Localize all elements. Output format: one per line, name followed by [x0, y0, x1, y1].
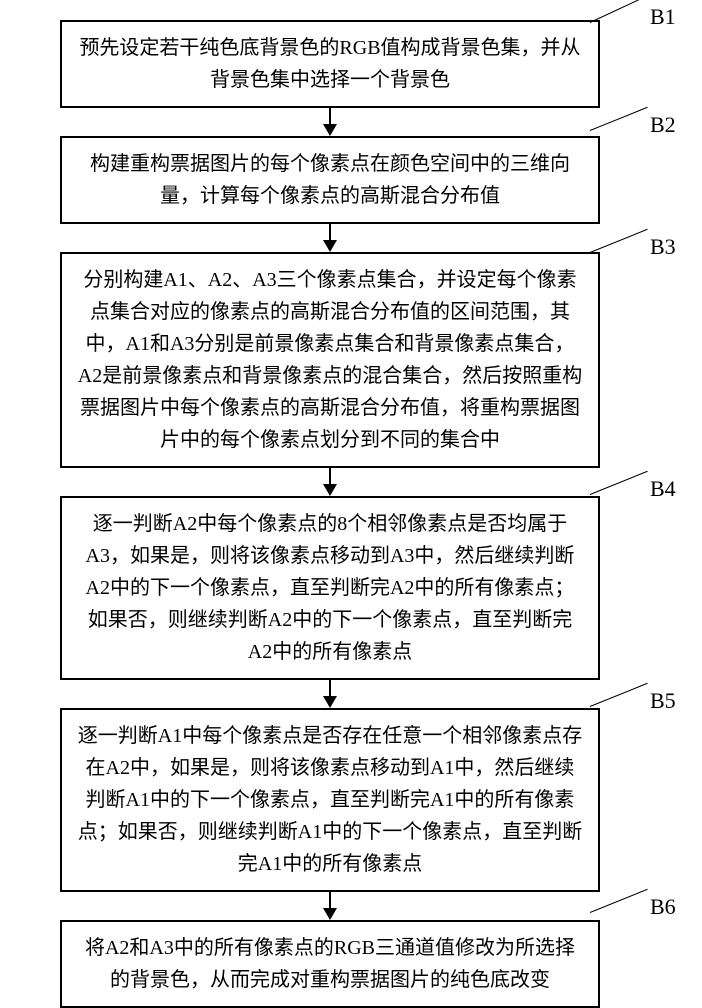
step-b3: 分别构建A1、A2、A3三个像素点集合，并设定每个像素点集合对应的像素点的高斯混…	[60, 252, 600, 468]
arrow-b1-b2	[323, 108, 337, 136]
arrow-b2-b3	[323, 224, 337, 252]
step-b6-text: 将A2和A3中的所有像素点的RGB三通道值修改为所选择的背景色，从而完成对重构票…	[85, 937, 575, 991]
label-b2: B2	[650, 112, 676, 138]
step-b3-text: 分别构建A1、A2、A3三个像素点集合，并设定每个像素点集合对应的像素点的高斯混…	[78, 269, 582, 451]
step-b2-text: 构建重构票据图片的每个像素点在颜色空间中的三维向量，计算每个像素点的高斯混合分布…	[90, 153, 570, 207]
label-b5: B5	[650, 688, 676, 714]
arrow-b4-b5	[323, 680, 337, 708]
label-b6: B6	[650, 894, 676, 920]
label-b1: B1	[650, 4, 676, 30]
step-b1-text: 预先设定若干纯色底背景色的RGB值构成背景色集，并从背景色集中选择一个背景色	[79, 37, 580, 91]
step-b2: 构建重构票据图片的每个像素点在颜色空间中的三维向量，计算每个像素点的高斯混合分布…	[60, 136, 600, 224]
step-b1: 预先设定若干纯色底背景色的RGB值构成背景色集，并从背景色集中选择一个背景色	[60, 20, 600, 108]
step-b4: 逐一判断A2中每个像素点的8个相邻像素点是否均属于A3，如果是，则将该像素点移动…	[60, 496, 600, 680]
arrow-b3-b4	[323, 468, 337, 496]
step-b6: 将A2和A3中的所有像素点的RGB三通道值修改为所选择的背景色，从而完成对重构票…	[60, 920, 600, 1008]
step-b4-text: 逐一判断A2中每个像素点的8个相邻像素点是否均属于A3，如果是，则将该像素点移动…	[86, 513, 575, 663]
flowchart-container: 预先设定若干纯色底背景色的RGB值构成背景色集，并从背景色集中选择一个背景色 构…	[50, 20, 610, 1008]
label-b3: B3	[650, 234, 676, 260]
step-b5-text: 逐一判断A1中每个像素点是否存在任意一个相邻像素点存在A2中，如果是，则将该像素…	[78, 725, 582, 875]
label-b4: B4	[650, 476, 676, 502]
step-b5: 逐一判断A1中每个像素点是否存在任意一个相邻像素点存在A2中，如果是，则将该像素…	[60, 708, 600, 892]
arrow-b5-b6	[323, 892, 337, 920]
